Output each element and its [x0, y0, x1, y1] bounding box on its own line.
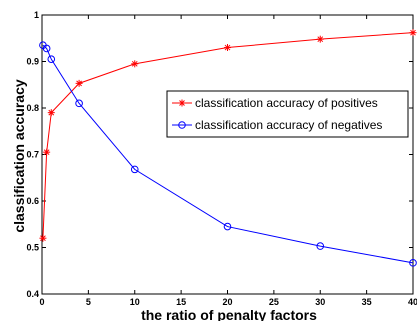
plot-area: [41, 14, 414, 295]
y-tick-label: 0.5: [26, 243, 39, 253]
data-point-star: [43, 148, 51, 156]
data-point-star: [131, 60, 139, 68]
legend-star-icon: [178, 99, 186, 107]
star-stroke: [40, 235, 46, 242]
star-stroke: [410, 29, 416, 36]
legend-circle-icon: [178, 121, 186, 129]
x-tick-label: 25: [269, 297, 279, 307]
data-point-star: [39, 234, 47, 242]
star-stroke: [224, 44, 231, 51]
y-tick-label: 0.7: [26, 150, 39, 160]
plot-frame: [41, 14, 414, 295]
star-stroke: [131, 60, 138, 67]
x-tick-label: 10: [130, 297, 140, 307]
data-point-circle: [130, 165, 139, 174]
series-0: [39, 29, 417, 242]
x-axis-label: the ratio of penalty factors: [141, 307, 317, 321]
x-tick-label: 0: [39, 297, 44, 307]
y-tick-label: 0.8: [26, 103, 39, 113]
legend-star-mark: [178, 99, 186, 107]
data-point-star: [316, 35, 324, 43]
x-tick-label: 5: [86, 297, 91, 307]
data-point-star: [47, 109, 55, 117]
data-point-circle: [316, 242, 325, 250]
legend: classification accuracy of positives cla…: [166, 90, 409, 138]
data-point-circle: [47, 55, 56, 63]
x-tick-label: 35: [362, 297, 372, 307]
x-tick-label: 20: [222, 297, 232, 307]
x-tick-label: 30: [315, 297, 325, 307]
legend-label-positives: classification accuracy of positives: [195, 96, 378, 110]
data-point-circle: [223, 222, 232, 231]
series-line-0: [42, 32, 414, 239]
y-tick-label: 1: [34, 10, 39, 20]
series-layer: [39, 29, 417, 267]
legend-circle-mark: [178, 121, 186, 129]
data-point-circle: [409, 259, 417, 267]
star-stroke: [48, 109, 55, 116]
data-point-circle: [42, 44, 51, 53]
data-point-star: [224, 44, 231, 52]
axis-ticks: 0 5 10 15 20 25 30 35 40 0.4 0.5 0.6 0.7 0.8 0.9 1: [26, 10, 417, 307]
star-stroke: [43, 149, 50, 156]
star-stroke: [179, 100, 185, 106]
data-point-circle: [75, 99, 83, 108]
series-1: [39, 41, 417, 267]
series-line-1: [42, 44, 414, 264]
star-stroke: [317, 36, 324, 43]
legend-box: [166, 90, 409, 138]
legend-entry-positives: classification accuracy of positives: [172, 96, 378, 110]
x-tick-label: 15: [176, 297, 186, 307]
y-tick-label: 0.6: [26, 196, 39, 206]
legend-entry-negatives: classification accuracy of negatives: [172, 118, 382, 132]
y-tick-label: 0.9: [26, 57, 39, 67]
y-axis-label: classification accuracy: [11, 79, 27, 233]
y-tick-label: 0.4: [26, 289, 39, 299]
data-point-star: [409, 29, 417, 37]
legend-label-negatives: classification accuracy of negatives: [195, 118, 382, 132]
star-stroke: [76, 80, 82, 87]
data-point-star: [75, 79, 83, 87]
x-tick-label: 40: [408, 297, 417, 307]
